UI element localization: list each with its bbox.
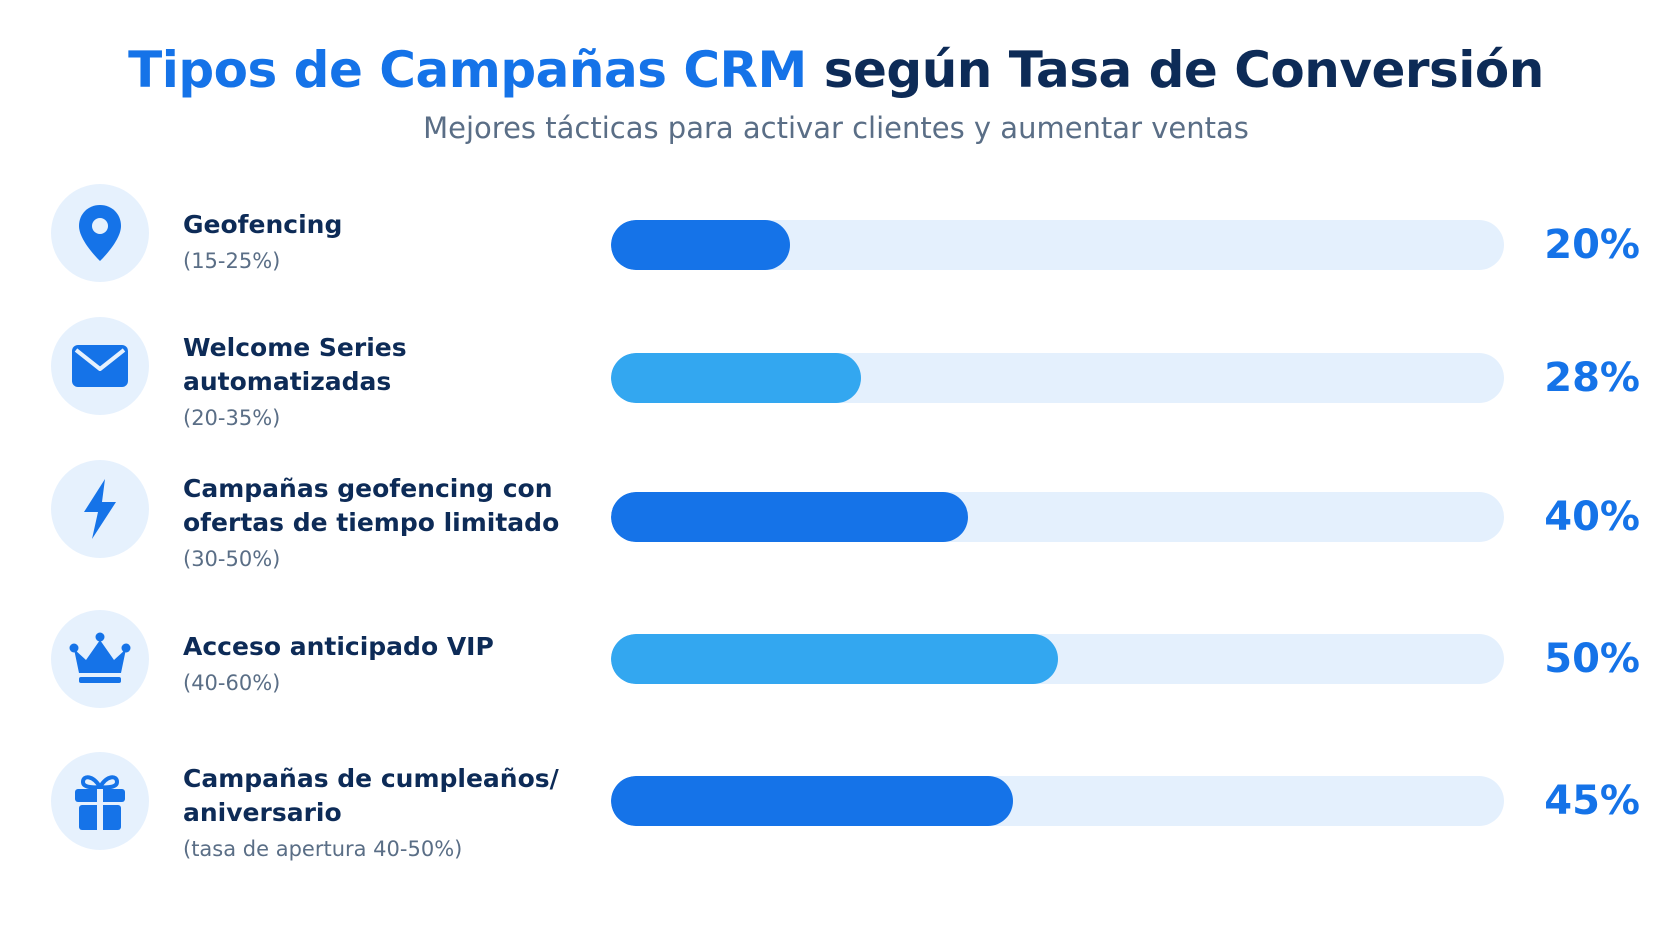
bar-label: Geofencing [183, 210, 343, 239]
bar-range: (15-25%) [183, 249, 281, 273]
bar-fill [611, 776, 1013, 826]
bar-track [611, 634, 1504, 684]
bar-row: Acceso anticipado VIP (40-60%) 50% [0, 610, 1672, 710]
bar-range: (20-35%) [183, 406, 281, 430]
bar-value-label: 28% [1544, 355, 1640, 401]
bar-label-block: Geofencing (15-25%) [183, 208, 583, 276]
chart-title: Tipos de Campañas CRM según Tasa de Conv… [0, 38, 1672, 102]
bar-label: Acceso anticipado VIP [183, 632, 494, 661]
bar-row: Geofencing (15-25%) 20% [0, 184, 1672, 314]
bar-value-label: 50% [1544, 636, 1640, 682]
bar-fill [611, 353, 861, 403]
bar-label: Campañas geofencing con ofertas de tiempo… [183, 474, 560, 537]
bar-track [611, 492, 1504, 542]
bar-fill [611, 492, 968, 542]
chart-subtitle: Mejores tácticas para activar clientes y… [423, 111, 1249, 145]
location-pin-icon [51, 184, 149, 282]
bar-value-label: 20% [1544, 222, 1640, 268]
chart-header: Tipos de Campañas CRM según Tasa de Conv… [0, 38, 1672, 148]
envelope-icon [51, 317, 149, 415]
bar-label: Welcome Series automatizadas [183, 333, 407, 396]
bar-label-block: Welcome Series automatizadas (20-35%) [183, 331, 583, 433]
crown-icon [51, 610, 149, 708]
bar-range: (tasa de apertura 40-50%) [183, 837, 463, 861]
bar-value-label: 45% [1544, 778, 1640, 824]
bar-fill [611, 634, 1058, 684]
bar-track [611, 220, 1504, 270]
bar-value-label: 40% [1544, 494, 1640, 540]
gift-icon [51, 752, 149, 850]
lightning-icon [51, 460, 149, 558]
bar-row: Welcome Series automatizadas (20-35%) 28% [0, 317, 1672, 447]
bar-label-block: Campañas geofencing con ofertas de tiempo… [183, 472, 583, 574]
bar-row: Campañas geofencing con ofertas de tiempo… [0, 460, 1672, 590]
bar-row: Campañas de cumpleaños/aniversario (tasa… [0, 752, 1672, 882]
bar-range: (30-50%) [183, 547, 281, 571]
bar-track [611, 776, 1504, 826]
bar-label-block: Acceso anticipado VIP (40-60%) [183, 630, 583, 698]
bar-range: (40-60%) [183, 671, 281, 695]
bar-track [611, 353, 1504, 403]
chart-title-rest: según Tasa de Conversión [823, 41, 1545, 99]
chart-title-accent: Tipos de Campañas CRM [128, 41, 807, 99]
bar-label: Campañas de cumpleaños/aniversario [183, 764, 559, 827]
bar-fill [611, 220, 790, 270]
bar-label-block: Campañas de cumpleaños/aniversario (tasa… [183, 762, 583, 864]
